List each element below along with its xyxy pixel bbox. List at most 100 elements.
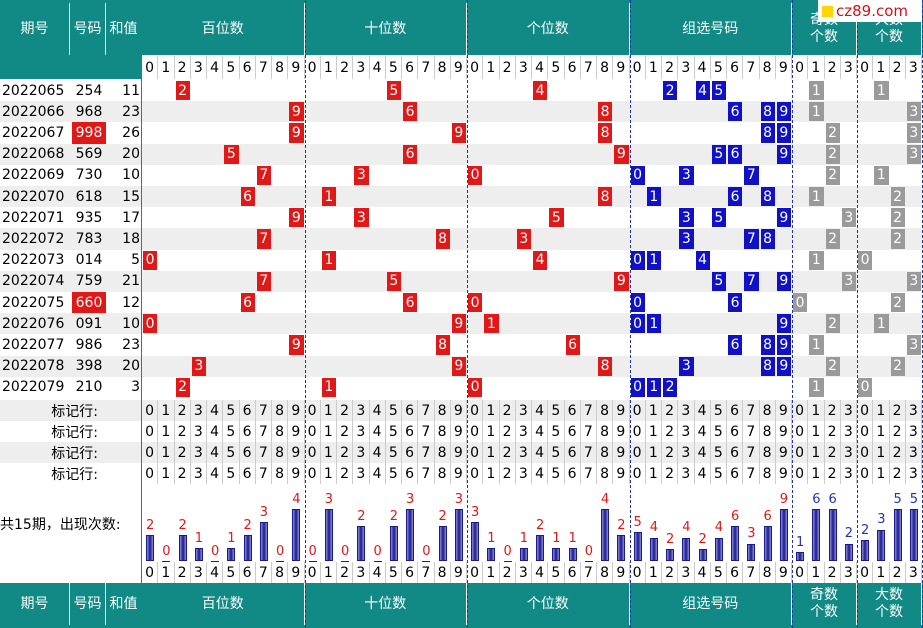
digit-label: 9 [451,56,467,79]
ball: 1 [646,314,661,334]
digit-label: 0 [630,442,646,463]
digit-label: 1 [873,56,890,79]
row-bg [0,101,923,123]
marker-label: 标记行: [51,466,98,483]
digit-label: 9 [288,463,305,484]
period: 2022074 [2,273,65,290]
digit-label: 9 [776,463,792,484]
ball: 6 [728,102,743,122]
ball: 9 [776,356,791,376]
digit-label: 2 [662,463,679,484]
ball: 3 [679,165,694,185]
ball: 1 [809,335,824,355]
group-separator [304,0,306,628]
digit-label: 9 [451,421,467,442]
digit-label: 3 [906,562,922,583]
digit-label: 5 [223,562,240,583]
digit-label: 8 [435,562,451,583]
sum-header: 和值 [106,583,142,625]
digit-label: 1 [808,421,825,442]
sum: 20 [122,146,140,163]
count-bar [389,526,398,561]
period: 2022078 [2,358,65,375]
header-line: 个数 [875,29,903,45]
period: 2022077 [2,336,65,353]
digit-label: 4 [207,56,224,79]
digit-label: 5 [223,463,240,484]
digit-label: 5 [548,463,565,484]
ball: 6 [403,293,418,313]
ball: 0 [858,377,873,397]
sum: 11 [122,82,140,99]
count-label: 6 [730,508,740,524]
ball: 2 [825,165,840,185]
ball: 8 [760,123,775,143]
ball: 3 [906,271,921,291]
digit-label: 3 [353,562,370,583]
ball: 9 [451,314,466,334]
sum: 15 [122,188,140,205]
header-line: 个数 [810,604,838,620]
digit-label: 7 [743,463,760,484]
odd-header: 奇数个数 [792,583,857,625]
header-line: 个数 [875,604,903,620]
ball: 0 [630,165,645,185]
ball: 2 [890,187,905,207]
ball: 9 [776,144,791,164]
group-header: 组选号码 [629,583,792,625]
ball: 0 [630,377,645,397]
count-label: 2 [844,526,854,542]
digit-label: 8 [435,56,451,79]
digit-label: 3 [906,400,922,421]
ball: 5 [711,144,726,164]
ball: 2 [175,377,190,397]
digit-label: 4 [370,421,386,442]
group-separator [629,0,631,628]
group-separator [792,0,793,628]
digit-label: 0 [467,463,484,484]
digit-label: 4 [695,56,711,79]
digit-label: 6 [240,56,256,79]
sum: 23 [122,336,140,353]
ball: 8 [598,356,613,376]
digit-label: 0 [857,421,874,442]
digit-label: 4 [370,400,386,421]
digit-label: 8 [760,400,776,421]
digit-label: 3 [191,56,207,79]
count-bar [682,537,691,561]
sum: 23 [122,103,140,120]
digit-label: 6 [565,56,581,79]
count-label: 2 [438,508,447,524]
digit-label: 4 [370,562,386,583]
count-label: 2 [617,517,626,533]
ball: 9 [776,335,791,355]
period-header: 期号 [0,583,70,625]
digit-label: 1 [646,400,662,421]
ball: 6 [728,187,743,207]
number: 783 [75,230,103,247]
ball: 3 [354,208,369,228]
ball: 4 [695,81,710,101]
digit-label: 6 [565,463,581,484]
group-header: 百位数 [142,3,305,55]
digit-label: 1 [158,442,175,463]
sum: 26 [122,124,140,141]
digit-label: 7 [581,562,597,583]
digit-label: 1 [646,463,662,484]
ball: 0 [468,293,483,313]
ball: 1 [646,187,661,207]
digit-label: 0 [792,463,809,484]
count-label: 0 [503,543,512,559]
digit-label: 9 [288,56,305,79]
ball: 8 [760,335,775,355]
count-label: 9 [779,491,789,507]
digit-label: 2 [662,562,679,583]
count-bar [844,543,853,561]
ball: 1 [809,377,824,397]
digit-label: 5 [386,463,402,484]
digit-label: 0 [305,400,321,421]
digit-label: 1 [483,463,500,484]
ball: 9 [776,208,791,228]
digit-label: 8 [272,442,289,463]
ball: 3 [841,208,856,228]
